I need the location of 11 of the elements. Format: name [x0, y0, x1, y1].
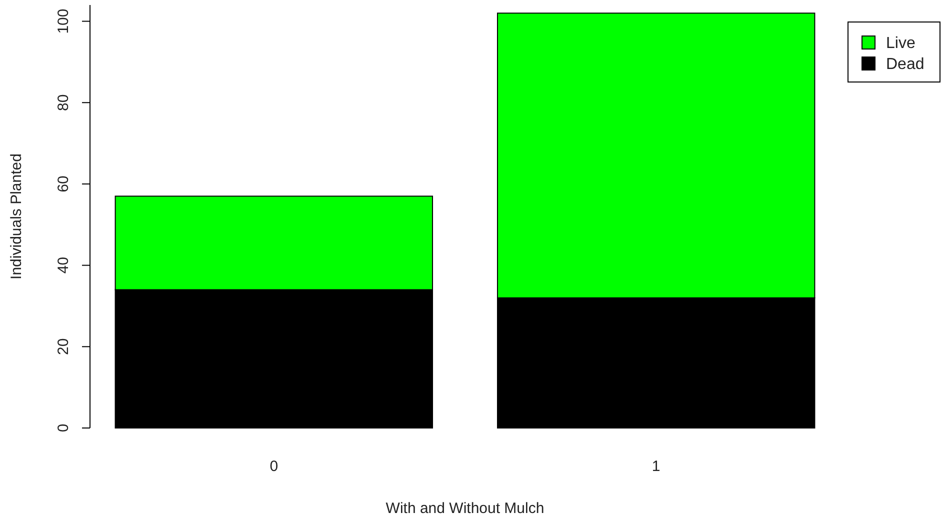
legend-label: Live — [886, 35, 916, 52]
y-tick-label: 80 — [55, 94, 72, 111]
y-axis-title: Individuals Planted — [8, 154, 25, 280]
y-tick-label: 60 — [55, 176, 72, 192]
legend-label: Dead — [886, 56, 924, 73]
y-tick-label: 20 — [55, 338, 72, 355]
y-tick-label: 100 — [55, 8, 72, 34]
y-tick-label: 40 — [55, 256, 72, 274]
y-tick-label: 0 — [55, 424, 72, 432]
x-axis-title: With and Without Mulch — [386, 500, 544, 517]
x-tick-label: 1 — [652, 458, 660, 475]
